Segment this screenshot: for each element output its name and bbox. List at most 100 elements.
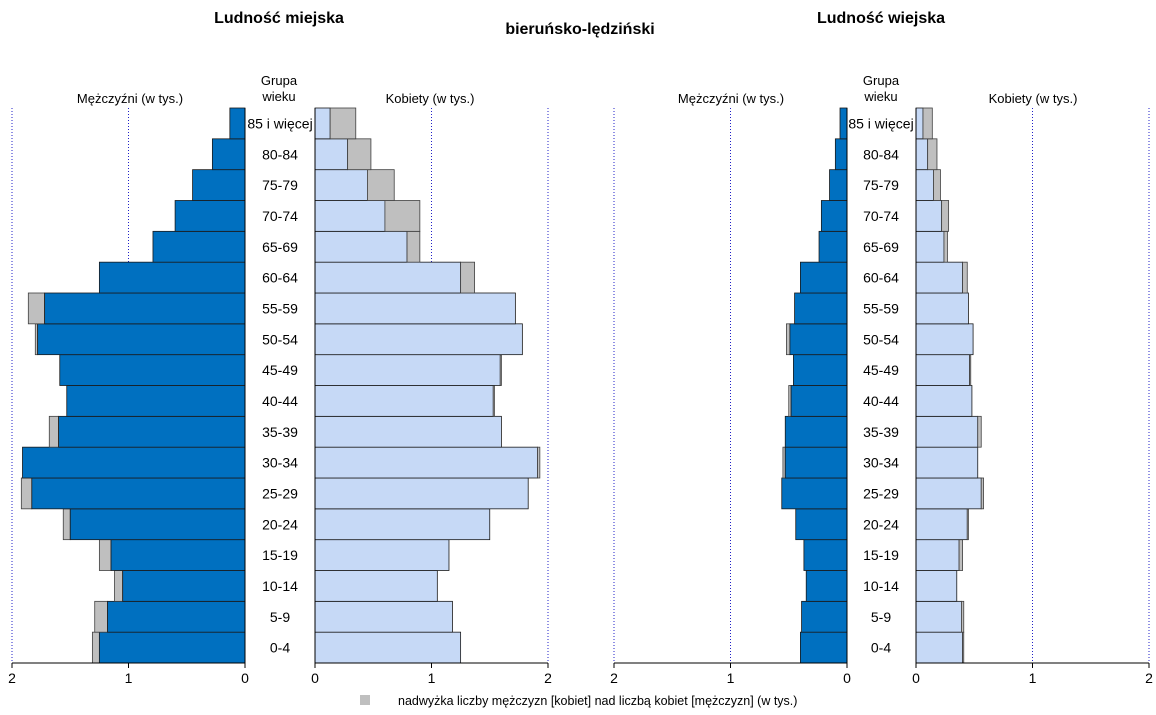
age-group-label: 0-4 xyxy=(270,640,290,656)
female-surplus-bar xyxy=(537,446,541,479)
female-bar xyxy=(915,107,924,140)
female-bar xyxy=(314,230,408,263)
x-tick-label: 2 xyxy=(610,670,618,686)
male-surplus-bar xyxy=(27,292,46,325)
legend: nadwyżka liczby mężczyzn [kobiet] nad li… xyxy=(360,694,797,708)
male-bar xyxy=(110,539,246,571)
male-bar xyxy=(820,200,848,232)
female-bar xyxy=(314,261,462,294)
age-group-label: 80-84 xyxy=(262,146,298,162)
male-bar xyxy=(152,230,246,263)
x-tick-label: 0 xyxy=(843,670,851,686)
age-group-label: 30-34 xyxy=(863,455,899,471)
male-bar xyxy=(98,631,246,664)
female-bar xyxy=(314,570,438,602)
male-bar xyxy=(44,292,246,325)
female-bar xyxy=(915,354,970,386)
male-bar xyxy=(211,138,246,171)
female-surplus-bar xyxy=(980,477,984,510)
age-group-label: 75-79 xyxy=(262,177,298,193)
female-bar xyxy=(314,600,453,633)
male-surplus-bar xyxy=(62,508,71,541)
female-bar xyxy=(314,200,386,232)
age-group-label: 5-9 xyxy=(871,609,891,625)
female-bar xyxy=(314,323,523,356)
male-bar xyxy=(803,539,848,571)
age-header-line1: Grupa xyxy=(863,73,900,88)
male-surplus-bar xyxy=(94,600,108,633)
x-tick-label: 2 xyxy=(1145,670,1153,686)
female-surplus-bar xyxy=(347,138,372,171)
age-group-label: 35-39 xyxy=(863,424,899,440)
age-group-label: 50-54 xyxy=(262,331,298,347)
female-surplus-bar xyxy=(962,261,968,294)
age-group-label: 5-9 xyxy=(270,609,290,625)
male-bar xyxy=(174,200,246,232)
female-bar xyxy=(915,570,958,602)
male-surplus-bar xyxy=(48,415,59,448)
female-bar xyxy=(314,169,368,201)
male-bar xyxy=(31,477,246,510)
female-bar xyxy=(314,477,529,510)
age-group-label: 25-29 xyxy=(262,485,298,501)
age-header-line1: Grupa xyxy=(261,73,298,88)
female-bar xyxy=(314,508,491,541)
female-bar xyxy=(314,415,502,448)
age-group-label: 10-14 xyxy=(863,578,899,594)
female-surplus-bar xyxy=(460,261,476,294)
x-tick-label: 1 xyxy=(727,670,735,686)
male-bar xyxy=(98,261,246,294)
female-bar xyxy=(314,107,331,140)
urban-title: Ludność miejska xyxy=(214,10,344,27)
female-surplus-bar xyxy=(329,107,357,140)
legend-label: nadwyżka liczby mężczyzn [kobiet] nad li… xyxy=(398,694,797,708)
x-tick-label: 0 xyxy=(311,670,319,686)
age-group-label: 50-54 xyxy=(863,331,899,347)
age-group-label: 75-79 xyxy=(863,177,899,193)
rural-pyramid: Ludność wiejska Mężczyźni (w tys.) Kobiet… xyxy=(610,10,1153,686)
female-surplus-bar xyxy=(367,169,395,201)
male-surplus-bar xyxy=(786,323,791,356)
age-group-label: 0-4 xyxy=(871,640,891,656)
male-bar xyxy=(801,600,848,633)
male-bar xyxy=(229,107,246,140)
age-group-label: 85 i więcej xyxy=(247,115,312,131)
female-surplus-bar xyxy=(499,354,502,386)
male-bar xyxy=(69,508,246,541)
female-axis-label: Kobiety (w tys.) xyxy=(989,91,1078,106)
age-group-label: 25-29 xyxy=(863,485,899,501)
female-bar xyxy=(915,230,945,263)
male-bar xyxy=(66,385,246,417)
male-bar xyxy=(790,385,848,417)
male-bar xyxy=(58,415,246,448)
x-tick-label: 0 xyxy=(912,670,920,686)
female-bar xyxy=(314,539,450,571)
female-surplus-bar xyxy=(961,600,965,633)
age-group-label: 40-44 xyxy=(262,393,298,409)
female-bar xyxy=(915,169,934,201)
rural-title: Ludność wiejska xyxy=(817,10,945,27)
male-bar xyxy=(192,169,246,201)
urban-pyramid: Ludność miejska Mężczyźni (w tys.) Kobiet… xyxy=(8,10,552,686)
male-bar xyxy=(22,446,246,479)
region-title: bieruńsko-lędziński xyxy=(505,21,654,38)
male-bar xyxy=(793,354,848,386)
age-group-label: 70-74 xyxy=(262,208,298,224)
age-group-label: 80-84 xyxy=(863,146,899,162)
age-group-label: 60-64 xyxy=(863,270,899,286)
female-bar xyxy=(915,539,960,571)
female-bar xyxy=(915,446,979,479)
male-bar xyxy=(805,570,848,602)
age-group-label: 10-14 xyxy=(262,578,298,594)
age-group-label: 55-59 xyxy=(863,300,899,316)
age-group-label: 70-74 xyxy=(863,208,899,224)
male-bar xyxy=(37,323,246,356)
legend-swatch-surplus xyxy=(360,695,370,705)
x-tick-label: 1 xyxy=(428,670,436,686)
age-header-line2: wieku xyxy=(261,89,295,104)
male-axis-label: Mężczyźni (w tys.) xyxy=(77,91,183,106)
female-surplus-bar xyxy=(943,230,948,263)
female-surplus-bar xyxy=(922,107,933,140)
female-bar xyxy=(915,323,974,356)
